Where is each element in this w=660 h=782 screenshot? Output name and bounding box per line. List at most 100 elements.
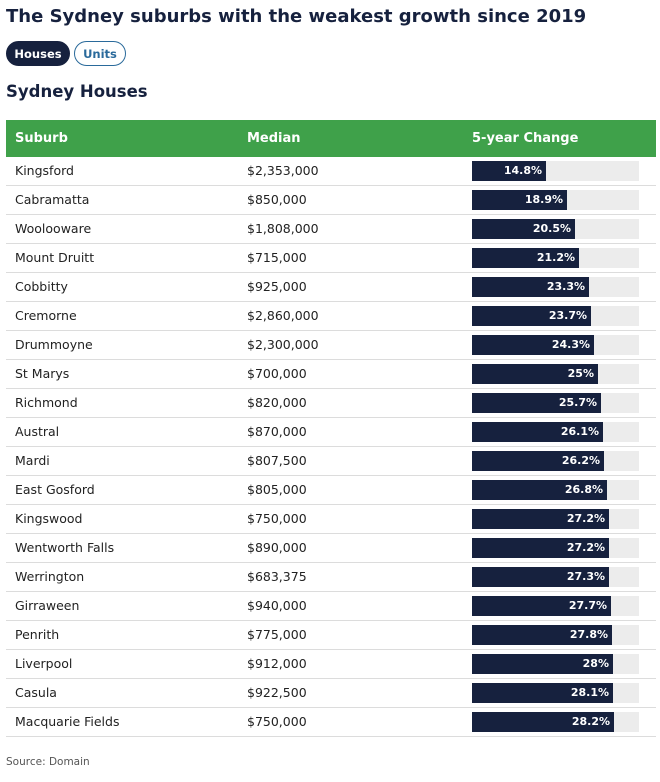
table-row: Cabramatta $850,000 18.9% xyxy=(6,186,656,215)
median-cell: $700,000 xyxy=(247,366,307,381)
change-bar: 25.7% xyxy=(472,393,601,413)
table-row: Werrington $683,375 27.3% xyxy=(6,563,656,592)
growth-table: Suburb Median 5-year Change Kingsford $2,… xyxy=(6,120,656,737)
change-bar-track: 27.2% xyxy=(472,509,639,529)
change-label: 27.2% xyxy=(566,541,605,554)
change-bar-track: 26.2% xyxy=(472,451,639,471)
change-bar-track: 20.5% xyxy=(472,219,639,239)
table-row: Cobbitty $925,000 23.3% xyxy=(6,273,656,302)
change-bar: 14.8% xyxy=(472,161,546,181)
change-label: 28% xyxy=(582,657,609,670)
change-label: 26.1% xyxy=(560,425,599,438)
suburb-cell: Mount Druitt xyxy=(15,250,95,265)
table-row: Macquarie Fields $750,000 28.2% xyxy=(6,708,656,737)
change-label: 27.2% xyxy=(566,512,605,525)
change-bar: 26.2% xyxy=(472,451,604,471)
change-bar: 20.5% xyxy=(472,219,575,239)
change-bar-track: 25% xyxy=(472,364,639,384)
median-cell: $890,000 xyxy=(247,540,307,555)
suburb-cell: Girraween xyxy=(15,598,80,613)
median-cell: $807,500 xyxy=(247,453,307,468)
change-bar-track: 27.8% xyxy=(472,625,639,645)
source-note: Source: Domain xyxy=(6,756,90,768)
median-cell: $925,000 xyxy=(247,279,307,294)
table-row: Drummoyne $2,300,000 24.3% xyxy=(6,331,656,360)
suburb-cell: Richmond xyxy=(15,395,78,410)
suburb-cell: Kingswood xyxy=(15,511,83,526)
change-label: 28.1% xyxy=(570,686,609,699)
change-bar-track: 23.7% xyxy=(472,306,639,326)
change-bar: 24.3% xyxy=(472,335,594,355)
change-label: 14.8% xyxy=(503,164,542,177)
median-cell: $850,000 xyxy=(247,192,307,207)
page-title: The Sydney suburbs with the weakest grow… xyxy=(6,6,587,27)
table-row: Kingsford $2,353,000 14.8% xyxy=(6,157,656,186)
change-bar-track: 26.1% xyxy=(472,422,639,442)
change-bar: 21.2% xyxy=(472,248,579,268)
median-cell: $940,000 xyxy=(247,598,307,613)
median-cell: $870,000 xyxy=(247,424,307,439)
change-label: 25.7% xyxy=(558,396,597,409)
suburb-cell: Woolooware xyxy=(15,221,92,236)
suburb-cell: Kingsford xyxy=(15,163,74,178)
header-suburb: Suburb xyxy=(15,131,68,146)
table-header: Suburb Median 5-year Change xyxy=(6,120,656,157)
suburb-cell: Casula xyxy=(15,685,57,700)
change-bar-track: 18.9% xyxy=(472,190,639,210)
change-label: 18.9% xyxy=(524,193,563,206)
table-row: Mardi $807,500 26.2% xyxy=(6,447,656,476)
median-cell: $750,000 xyxy=(247,511,307,526)
suburb-cell: Drummoyne xyxy=(15,337,93,352)
median-cell: $820,000 xyxy=(247,395,307,410)
table-body: Kingsford $2,353,000 14.8% Cabramatta $850,0… xyxy=(6,157,656,737)
dataset-toggle: Houses Units xyxy=(6,41,126,66)
change-bar: 27.2% xyxy=(472,509,609,529)
suburb-cell: Macquarie Fields xyxy=(15,714,120,729)
change-bar-track: 21.2% xyxy=(472,248,639,268)
change-bar-track: 28.2% xyxy=(472,712,639,732)
table-row: Penrith $775,000 27.8% xyxy=(6,621,656,650)
change-bar-track: 27.7% xyxy=(472,596,639,616)
change-bar-track: 24.3% xyxy=(472,335,639,355)
change-bar: 27.3% xyxy=(472,567,609,587)
change-label: 27.7% xyxy=(568,599,607,612)
change-bar: 18.9% xyxy=(472,190,567,210)
change-label: 27.3% xyxy=(566,570,605,583)
median-cell: $683,375 xyxy=(247,569,307,584)
table-row: Richmond $820,000 25.7% xyxy=(6,389,656,418)
suburb-cell: Mardi xyxy=(15,453,50,468)
table-title: Sydney Houses xyxy=(6,82,148,101)
houses-tab[interactable]: Houses xyxy=(6,41,70,66)
units-tab[interactable]: Units xyxy=(74,41,126,66)
header-change: 5-year Change xyxy=(472,131,579,146)
change-bar-track: 26.8% xyxy=(472,480,639,500)
suburb-cell: Liverpool xyxy=(15,656,73,671)
suburb-cell: Penrith xyxy=(15,627,60,642)
suburb-cell: Werrington xyxy=(15,569,85,584)
change-label: 21.2% xyxy=(536,251,575,264)
median-cell: $1,808,000 xyxy=(247,221,319,236)
median-cell: $2,860,000 xyxy=(247,308,319,323)
median-cell: $715,000 xyxy=(247,250,307,265)
change-label: 25% xyxy=(567,367,594,380)
change-label: 28.2% xyxy=(571,715,610,728)
suburb-cell: Wentworth Falls xyxy=(15,540,115,555)
header-median: Median xyxy=(247,131,301,146)
table-row: Cremorne $2,860,000 23.7% xyxy=(6,302,656,331)
change-bar: 27.8% xyxy=(472,625,612,645)
table-row: St Marys $700,000 25% xyxy=(6,360,656,389)
median-cell: $2,353,000 xyxy=(247,163,319,178)
suburb-cell: East Gosford xyxy=(15,482,95,497)
change-bar: 26.1% xyxy=(472,422,603,442)
table-row: Kingswood $750,000 27.2% xyxy=(6,505,656,534)
change-bar: 28% xyxy=(472,654,613,674)
change-bar-track: 14.8% xyxy=(472,161,639,181)
table-row: Mount Druitt $715,000 21.2% xyxy=(6,244,656,273)
suburb-cell: Cabramatta xyxy=(15,192,90,207)
change-bar: 27.2% xyxy=(472,538,609,558)
table-row: Girraween $940,000 27.7% xyxy=(6,592,656,621)
change-bar-track: 25.7% xyxy=(472,393,639,413)
change-bar: 28.1% xyxy=(472,683,613,703)
change-bar-track: 27.3% xyxy=(472,567,639,587)
table-row: East Gosford $805,000 26.8% xyxy=(6,476,656,505)
